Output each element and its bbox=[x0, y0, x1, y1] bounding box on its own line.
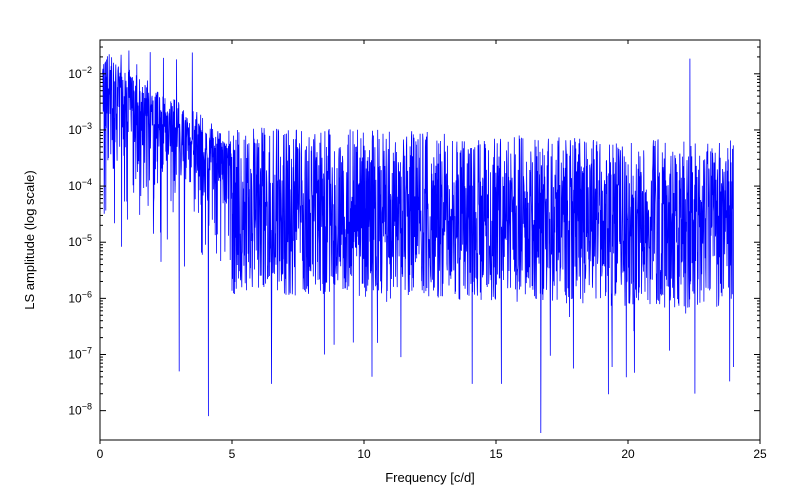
x-tick-label: 5 bbox=[229, 447, 236, 461]
x-tick-label: 10 bbox=[357, 447, 371, 461]
x-axis-label: Frequency [c/d] bbox=[385, 470, 475, 485]
x-tick-label: 25 bbox=[753, 447, 767, 461]
x-tick-label: 15 bbox=[489, 447, 503, 461]
x-tick-label: 0 bbox=[97, 447, 104, 461]
x-tick-label: 20 bbox=[621, 447, 635, 461]
periodogram-chart: 0510152025 10−810−710−610−510−410−310−2 … bbox=[0, 0, 800, 500]
y-axis-label: LS amplitude (log scale) bbox=[22, 170, 37, 309]
